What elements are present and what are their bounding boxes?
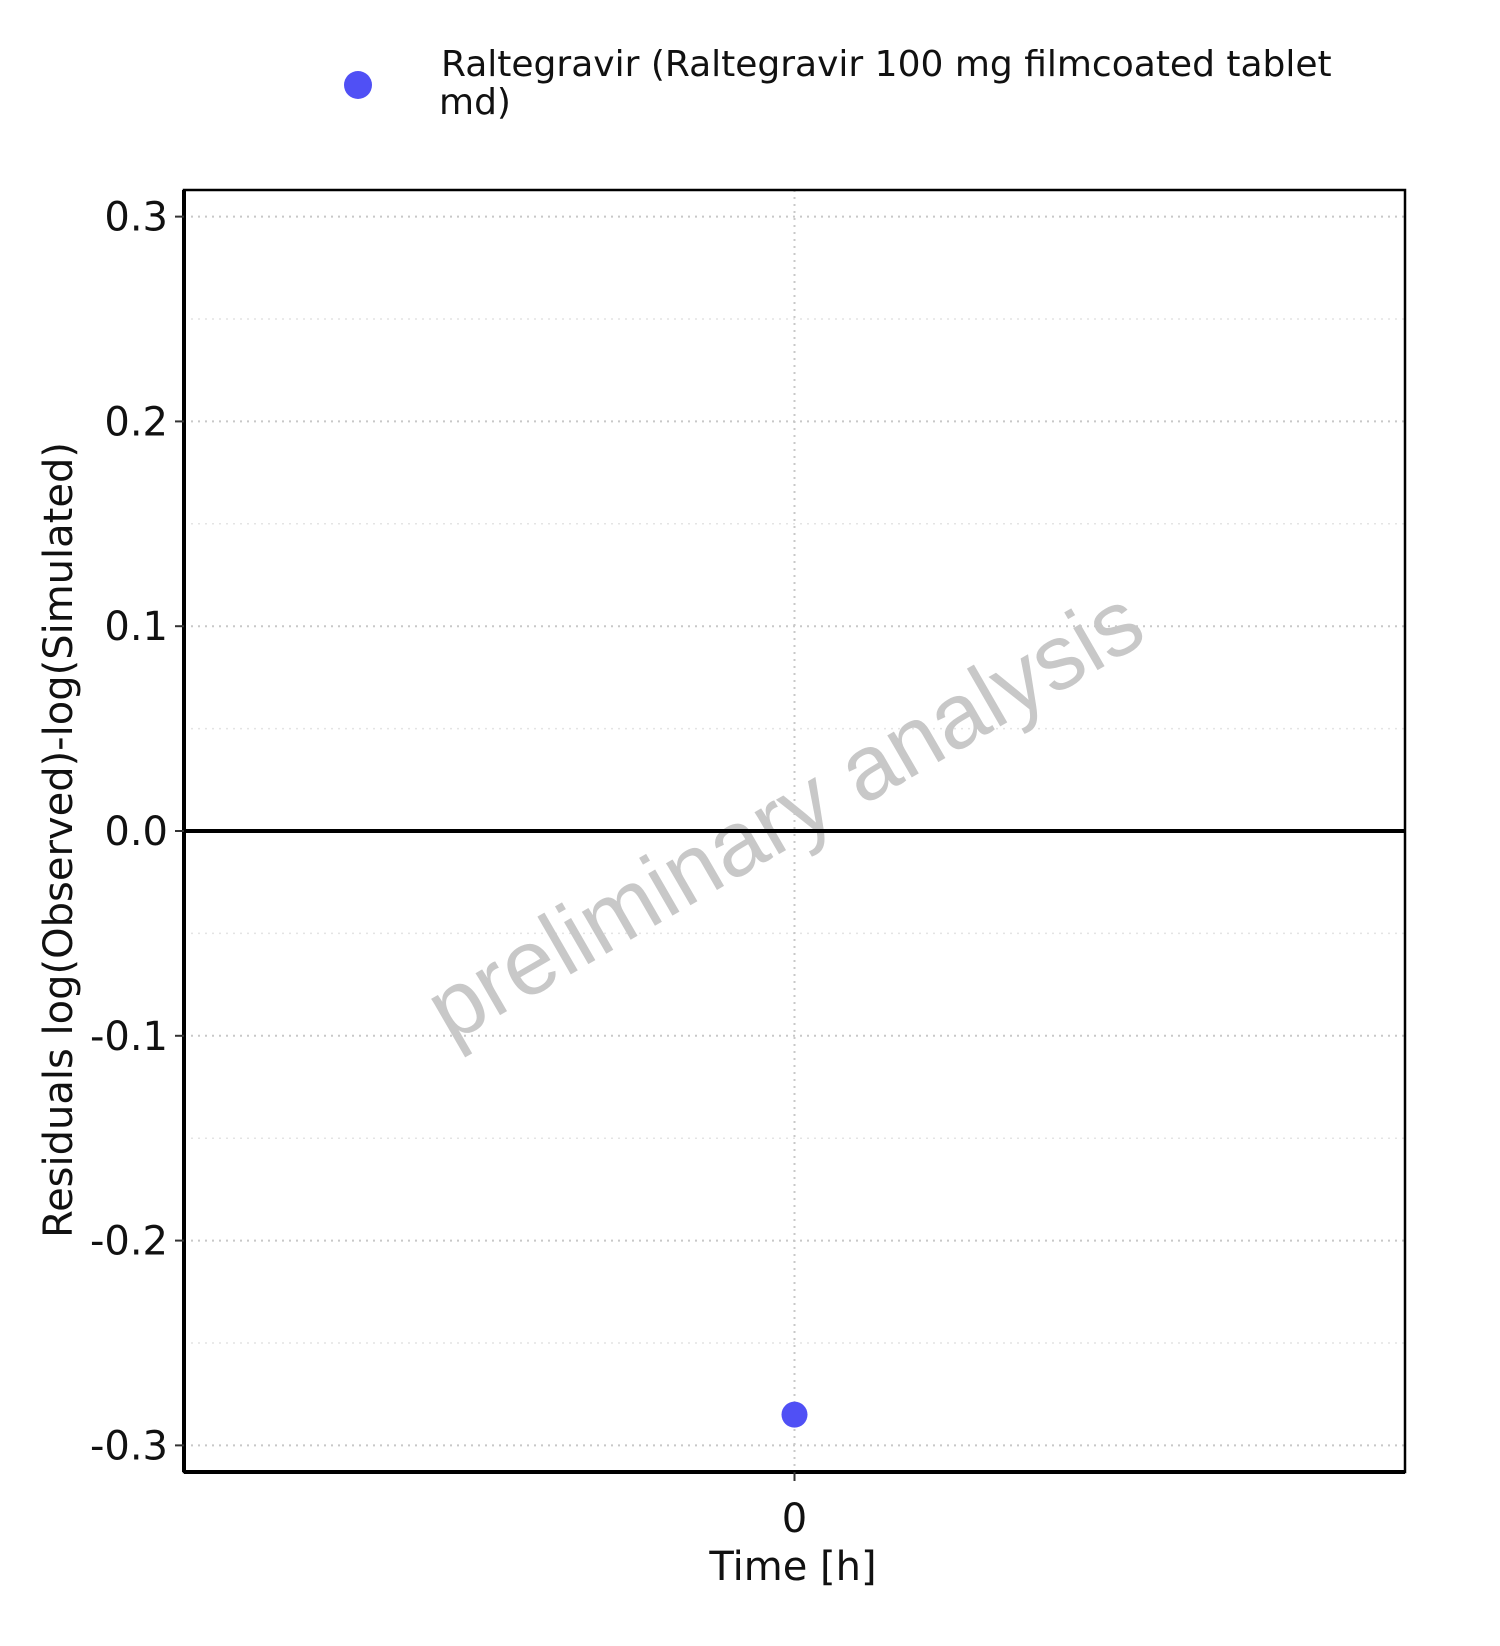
- x-axis-title: Time [h]: [708, 1544, 876, 1590]
- legend-label-line2: md): [439, 82, 511, 123]
- watermark-layer: preliminary analysis: [409, 569, 1160, 1061]
- y-tick-label: 0.3: [104, 195, 168, 241]
- data-point: [781, 1401, 808, 1428]
- legend: Raltegravir (Raltegravir 100 mg filmcoat…: [344, 44, 1332, 123]
- y-tick-label: -0.2: [90, 1219, 168, 1265]
- legend-label-line1: Raltegravir (Raltegravir 100 mg filmcoat…: [441, 44, 1332, 85]
- y-tick-label: 0.1: [104, 604, 168, 650]
- y-tick-label: -0.3: [90, 1423, 168, 1469]
- axes: 0.3 0.2 0.1 0.0 -0.1 -0.2 -0.3 0: [90, 188, 1407, 1542]
- y-tick-label: -0.1: [90, 1014, 168, 1060]
- x-tick-label: 0: [782, 1496, 807, 1542]
- data-points: [781, 1401, 808, 1428]
- y-tick-label: 0.0: [104, 809, 168, 855]
- y-tick-label: 0.2: [104, 399, 168, 445]
- watermark-text: preliminary analysis: [409, 569, 1160, 1061]
- y-axis-title: Residuals log(Observed)-log(Simulated): [36, 442, 82, 1238]
- legend-marker: [344, 71, 372, 99]
